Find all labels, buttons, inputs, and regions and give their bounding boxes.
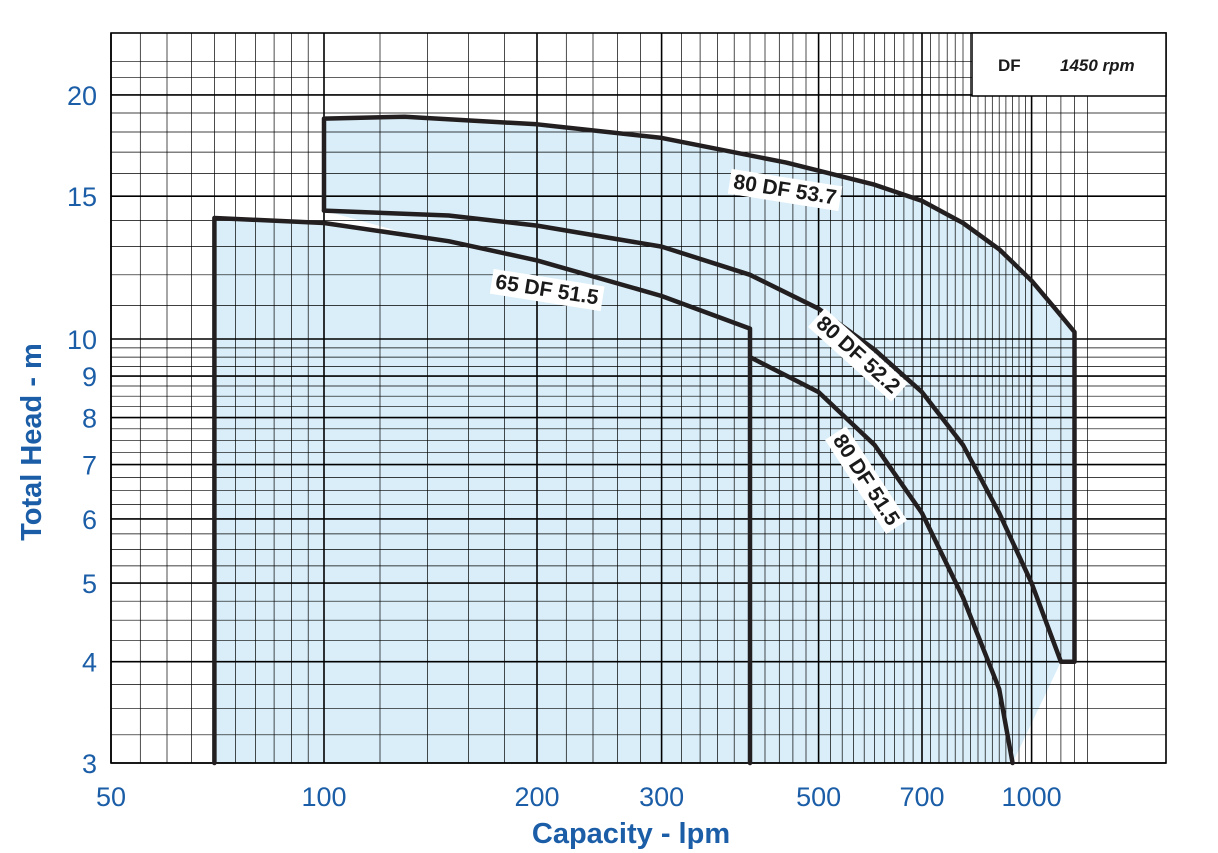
y-tick-label: 4: [82, 648, 97, 678]
curve-80-df-53-7: [321, 114, 1077, 664]
y-tick-label: 20: [67, 81, 97, 111]
curve-layer: [212, 114, 1077, 766]
x-tick-label: 50: [96, 782, 126, 812]
y-tick-label: 8: [82, 404, 97, 434]
curve-label-bg: [489, 268, 605, 312]
y-axis-title: Total Head - m: [16, 343, 48, 541]
legend-model: DF: [998, 56, 1021, 75]
y-tick-label: 9: [82, 362, 97, 392]
x-tick-label: 500: [796, 782, 841, 812]
y-tick-label: 3: [82, 749, 97, 779]
legend-speed: 1450 rpm: [1060, 56, 1135, 75]
grid-layer: [110, 32, 1167, 764]
axes-layer: Capacity - lpm Total Head - m 50 100 200 30…: [16, 81, 1062, 850]
curve-65-df-51-5: [212, 215, 753, 766]
legend-box: [971, 32, 1167, 97]
y-tick-label: 10: [67, 325, 97, 355]
operating-region-fill-1: [324, 116, 1075, 662]
curve-label-bg: [808, 308, 908, 402]
x-tick-label: 200: [514, 782, 559, 812]
plot-frame: [110, 32, 1167, 764]
operating-region-fill-2: [324, 210, 1061, 764]
curve-80-df-52-2: [321, 208, 1077, 664]
x-tick-label: 300: [639, 782, 684, 812]
legend: DF 1450 rpm: [971, 32, 1167, 97]
y-tick-label: 7: [82, 451, 97, 481]
x-axis-title: Capacity - lpm: [532, 818, 730, 850]
x-tick-label: 1000: [1002, 782, 1062, 812]
curve-label-bg: [825, 426, 908, 534]
y-tick-label: 15: [67, 182, 97, 212]
y-tick-label: 5: [82, 569, 97, 599]
curve-label-bg: [727, 168, 843, 212]
x-tick-label: 700: [899, 782, 944, 812]
x-tick-label: 100: [301, 782, 346, 812]
y-tick-label: 6: [82, 505, 97, 535]
curve-80-df-51-5: [747, 354, 1015, 766]
